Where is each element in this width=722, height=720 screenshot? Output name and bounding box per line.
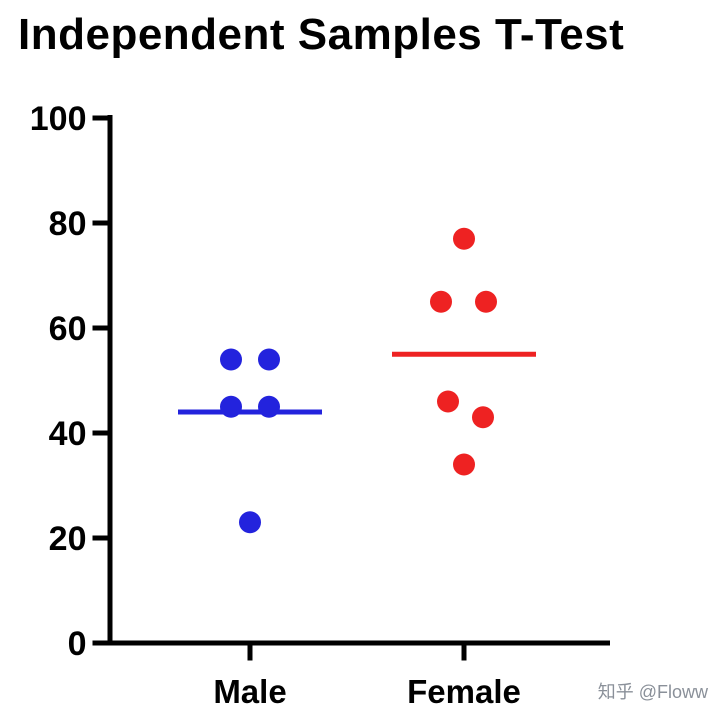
data-point-male xyxy=(239,511,261,534)
x-category-label-male: Male xyxy=(213,673,286,710)
y-tick-label: 0 xyxy=(68,625,87,663)
y-tick-label: 20 xyxy=(49,520,87,558)
data-point-female xyxy=(475,290,497,313)
data-point-male xyxy=(258,395,280,418)
data-point-male xyxy=(220,395,242,418)
y-tick-label: 40 xyxy=(49,415,87,453)
chart-title: Independent Samples T-Test xyxy=(18,10,625,59)
data-point-male xyxy=(220,348,242,371)
data-point-male xyxy=(258,348,280,371)
x-category-label-female: Female xyxy=(407,673,521,710)
watermark: 知乎 @Floww xyxy=(597,682,708,702)
data-point-female xyxy=(430,290,452,313)
data-point-female xyxy=(437,390,459,413)
y-tick-label: 60 xyxy=(49,310,87,348)
data-point-female xyxy=(472,406,494,429)
y-tick-label: 80 xyxy=(49,205,87,243)
data-point-female xyxy=(453,227,475,250)
y-tick-label: 100 xyxy=(30,100,87,138)
data-point-female xyxy=(453,453,475,476)
